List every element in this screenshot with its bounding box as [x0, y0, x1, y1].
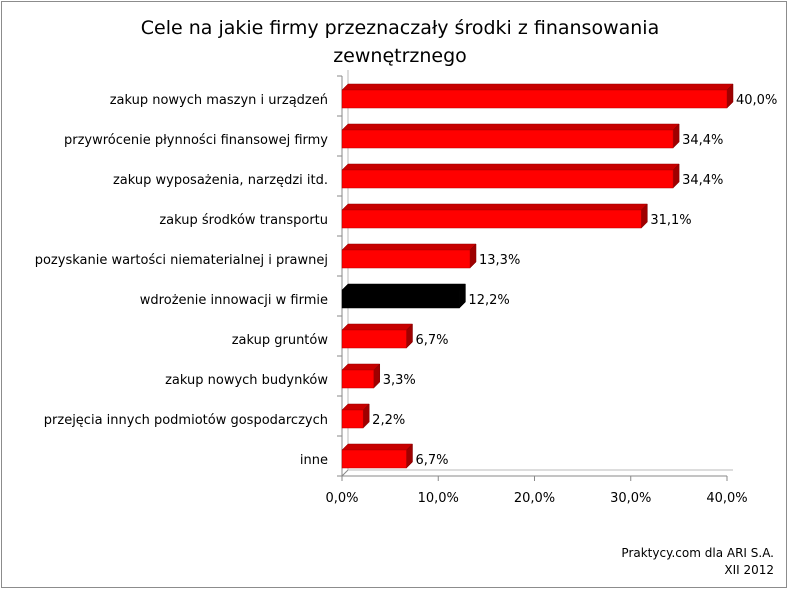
bar	[341, 329, 407, 349]
x-axis-depth-line	[341, 469, 349, 477]
bar-value-label: 31,1%	[650, 213, 691, 228]
x-tick-label: 40,0%	[706, 491, 747, 506]
category-label: zakup nowych maszyn i urządzeń	[110, 93, 328, 108]
category-label: wdrożenie innowacji w firmie	[140, 293, 328, 308]
x-tick-label: 10,0%	[418, 491, 459, 506]
bar	[341, 409, 364, 429]
category-label: zakup wyposażenia, narzędzi itd.	[113, 173, 328, 188]
bar-top-face	[341, 243, 477, 251]
bar-value-label: 6,7%	[415, 453, 448, 468]
bar-top-face	[341, 323, 414, 331]
category-label: zakup środków transportu	[159, 213, 328, 228]
category-label: zakup nowych budynków	[165, 373, 328, 388]
bar-value-label: 6,7%	[415, 333, 448, 348]
bar	[341, 129, 674, 149]
credit-text: Praktycy.com dla ARI S.A. XII 2012	[621, 545, 774, 579]
bar-value-label: 40,0%	[736, 93, 777, 108]
category-label: pozyskanie wartości niematerialnej i pra…	[35, 253, 328, 268]
bar-top-face	[341, 443, 414, 451]
bar-value-label: 3,3%	[383, 373, 416, 388]
bar	[341, 289, 460, 309]
category-label: przywrócenie płynności finansowej firmy	[64, 133, 328, 148]
bar-value-label: 12,2%	[468, 293, 509, 308]
bar	[341, 449, 407, 469]
category-label: inne	[300, 453, 328, 468]
category-label: przejęcia innych podmiotów gospodarczych	[44, 413, 328, 428]
bar-top-face	[341, 123, 680, 131]
x-tick-label: 20,0%	[514, 491, 555, 506]
chart-title: Cele na jakie firmy przeznaczały środki …	[140, 17, 660, 67]
bar-value-label: 2,2%	[372, 413, 405, 428]
bar-value-label: 13,3%	[479, 253, 520, 268]
credit-line-2: XII 2012	[724, 563, 774, 577]
category-label: zakup gruntów	[232, 333, 329, 348]
bar-top-face	[341, 283, 467, 291]
bar-top-face	[341, 363, 381, 371]
x-tick-label: 0,0%	[325, 491, 358, 506]
bar	[341, 169, 674, 189]
bar-top-face	[341, 203, 648, 211]
bar	[341, 209, 642, 229]
bar	[341, 89, 728, 109]
bar-value-label: 34,4%	[682, 173, 723, 188]
bar	[341, 369, 375, 389]
bar	[341, 249, 471, 269]
credit-line-1: Praktycy.com dla ARI S.A.	[621, 546, 774, 560]
bar-top-face	[341, 83, 734, 91]
x-tick-label: 30,0%	[610, 491, 651, 506]
bar-top-face	[341, 163, 680, 171]
bar-value-label: 34,4%	[682, 133, 723, 148]
